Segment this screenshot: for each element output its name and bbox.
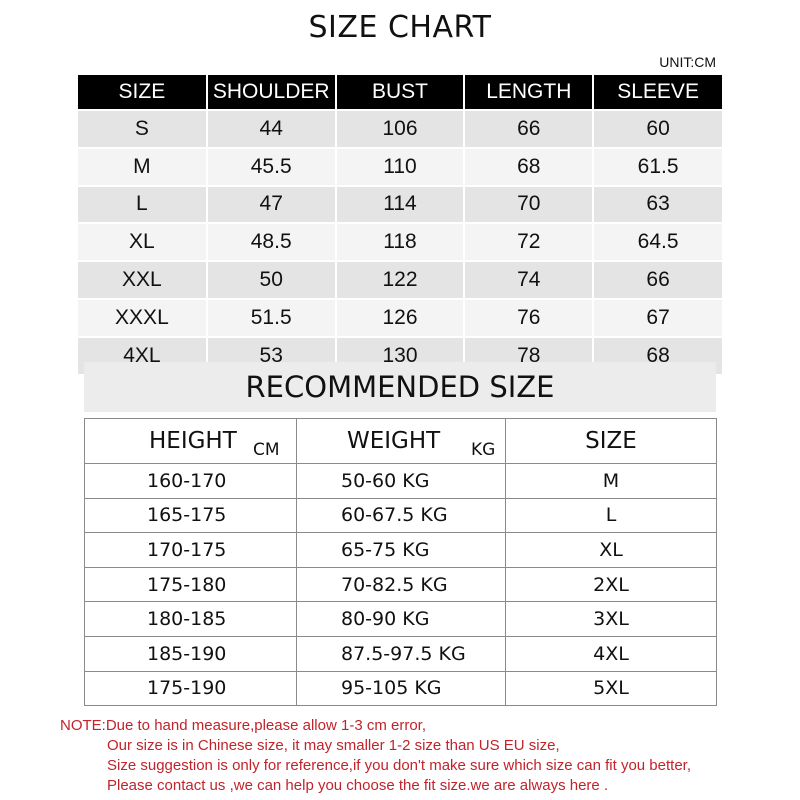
size-cell: 5XL	[505, 670, 717, 707]
note-line: Our size is in Chinese size, it may smal…	[107, 737, 560, 754]
recommended-size-table: HEIGHT CM WEIGHT KG SIZE 160-170 50-60 KG…	[84, 418, 717, 707]
recommended-header-row: HEIGHT CM WEIGHT KG SIZE	[84, 418, 717, 464]
height-header: HEIGHT CM	[84, 418, 297, 464]
recommended-row: 175-190 95-105 KG 5XL	[84, 670, 717, 707]
recommended-size-title: RECOMMENDED SIZE	[84, 362, 716, 412]
size-table-header-row: SIZE SHOULDER BUST LENGTH SLEEVE	[78, 75, 722, 110]
size-table-cell: 106	[334, 109, 465, 148]
size-table-row: M 45.5 110 68 61.5	[78, 146, 722, 186]
size-table-cell: XXL	[78, 260, 207, 299]
size-chart-table: SIZE SHOULDER BUST LENGTH SLEEVE S 44 106 66 60 M…	[78, 75, 722, 374]
height-cell: 170-175	[84, 532, 297, 568]
size-table-cell: 74	[463, 260, 594, 299]
note: NOTE:Due to hand measure,please allow 1-…	[60, 716, 691, 796]
recommended-row: 175-180 70-82.5 KG 2XL	[84, 566, 717, 603]
size-table-cell: XXXL	[78, 297, 207, 337]
size-table-row: S 44 106 66 60	[78, 109, 722, 148]
size-header-label: SIZE	[585, 428, 637, 454]
height-cell: 165-175	[84, 497, 297, 534]
size-table-cell: 110	[334, 146, 465, 186]
size-header: SIZE	[505, 418, 717, 464]
size-table-cell: 47	[205, 184, 336, 224]
size-table-cell: 63	[592, 184, 722, 224]
size-table-header-length: LENGTH	[463, 75, 594, 110]
size-table-cell: 68	[463, 146, 594, 186]
size-table-cell: 122	[334, 260, 465, 299]
recommended-row: 160-170 50-60 KG M	[84, 463, 717, 499]
size-table-cell: S	[78, 109, 207, 148]
size-table-cell: 114	[334, 184, 465, 224]
height-header-label: HEIGHT	[149, 428, 237, 454]
size-table-cell: 118	[334, 222, 465, 262]
weight-unit: KG	[471, 440, 496, 460]
size-cell: M	[505, 463, 717, 499]
size-table-cell: 50	[205, 260, 336, 299]
size-table-header-size: SIZE	[78, 75, 207, 110]
weight-cell: 65-75 KG	[296, 532, 506, 568]
size-table-cell: XL	[78, 222, 207, 262]
size-table-cell: 66	[463, 109, 594, 148]
weight-cell: 95-105 KG	[296, 670, 506, 707]
unit-label: UNIT:CM	[659, 54, 716, 70]
size-table-row: L 47 114 70 63	[78, 184, 722, 224]
size-table-header-bust: BUST	[334, 75, 465, 110]
size-table-cell: 76	[463, 297, 594, 337]
size-table-row: XXXL 51.5 126 76 67	[78, 297, 722, 337]
recommended-row: 170-175 65-75 KG XL	[84, 532, 717, 568]
size-cell: 3XL	[505, 601, 717, 637]
size-table-cell: 66	[592, 260, 722, 299]
weight-cell: 50-60 KG	[296, 463, 506, 499]
height-cell: 175-180	[84, 566, 297, 603]
height-cell: 180-185	[84, 601, 297, 637]
size-cell: L	[505, 497, 717, 534]
note-line: Size suggestion is only for reference,if…	[107, 757, 691, 774]
size-table-cell: 60	[592, 109, 722, 148]
weight-cell: 60-67.5 KG	[296, 497, 506, 534]
weight-cell: 80-90 KG	[296, 601, 506, 637]
size-table-header-shoulder: SHOULDER	[205, 75, 336, 110]
size-cell: 2XL	[505, 566, 717, 603]
size-table-cell: M	[78, 146, 207, 186]
size-table-cell: 48.5	[205, 222, 336, 262]
size-table-row: XL 48.5 118 72 64.5	[78, 222, 722, 262]
size-table-cell: 126	[334, 297, 465, 337]
height-cell: 160-170	[84, 463, 297, 499]
height-cell: 185-190	[84, 635, 297, 672]
note-line: NOTE:Due to hand measure,please allow 1-…	[60, 717, 426, 734]
weight-cell: 87.5-97.5 KG	[296, 635, 506, 672]
size-table-row: XXL 50 122 74 66	[78, 260, 722, 299]
size-table-cell: 61.5	[592, 146, 722, 186]
size-cell: 4XL	[505, 635, 717, 672]
weight-cell: 70-82.5 KG	[296, 566, 506, 603]
size-table-cell: L	[78, 184, 207, 224]
recommended-row: 165-175 60-67.5 KG L	[84, 497, 717, 534]
size-chart-title: SIZE CHART	[308, 10, 492, 45]
height-cell: 175-190	[84, 670, 297, 707]
note-line: Please contact us ,we can help you choos…	[107, 777, 609, 794]
recommended-row: 185-190 87.5-97.5 KG 4XL	[84, 635, 717, 672]
size-table-cell: 51.5	[205, 297, 336, 337]
height-unit: CM	[253, 440, 280, 460]
size-table-cell: 67	[592, 297, 722, 337]
size-table-cell: 45.5	[205, 146, 336, 186]
weight-header-label: WEIGHT	[347, 428, 441, 454]
size-table-cell: 64.5	[592, 222, 722, 262]
recommended-row: 180-185 80-90 KG 3XL	[84, 601, 717, 637]
size-table-cell: 70	[463, 184, 594, 224]
size-table-cell: 44	[205, 109, 336, 148]
size-cell: XL	[505, 532, 717, 568]
weight-header: WEIGHT KG	[296, 418, 506, 464]
size-table-header-sleeve: SLEEVE	[592, 75, 722, 110]
size-table-cell: 72	[463, 222, 594, 262]
